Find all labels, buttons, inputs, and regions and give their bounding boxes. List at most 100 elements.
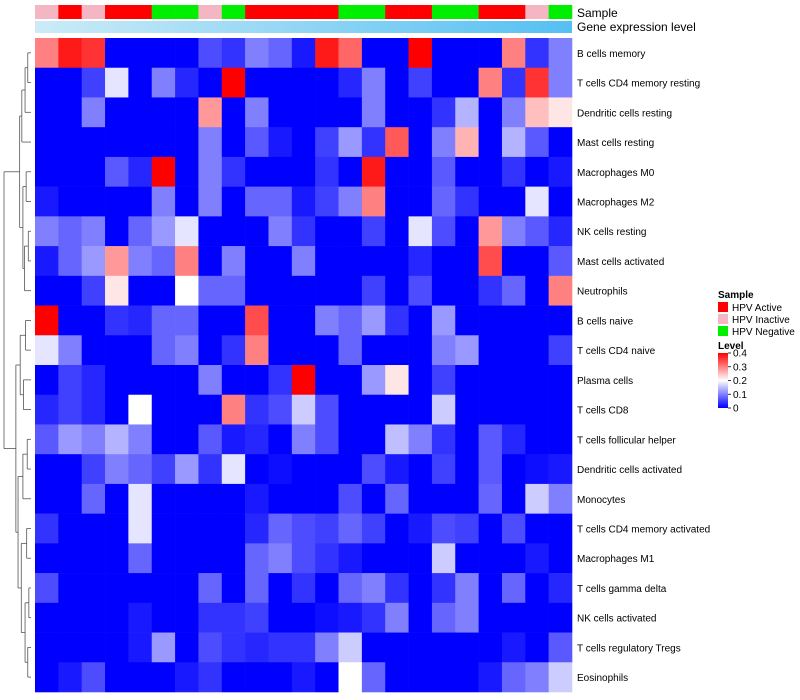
row-label: B cells naive [577,316,634,327]
heatmap-cell [245,38,269,69]
heatmap-cell [81,186,106,217]
heatmap-cell [291,216,316,247]
expression-level-annotation-bar [35,21,572,33]
heatmap-cell [81,365,106,396]
heatmap-cell [478,543,503,574]
heatmap-cell [198,38,223,69]
heatmap-cell [455,246,479,277]
heatmap-cell [81,483,106,514]
heatmap-cell [525,632,549,663]
heatmap-cell [385,127,409,158]
heatmap-cell [268,454,293,485]
heatmap-cell [58,246,82,277]
heatmap-cell [385,483,409,514]
heatmap-cell [81,424,106,455]
heatmap-cell [35,38,59,69]
heatmap-cell [198,246,223,277]
heatmap-cell [408,186,433,217]
heatmap-cell [408,246,433,277]
heatmap-cell [221,67,246,98]
heatmap-cell [548,573,573,604]
row-label: T cells follicular helper [577,435,676,446]
heatmap-cell [431,662,456,693]
heatmap-cell [128,573,153,604]
row-label: Monocytes [577,495,625,506]
legend-level-tick-label: 0.4 [733,349,747,360]
heatmap-cell [408,365,433,396]
heatmap-cell [501,573,526,604]
sample-annot-cell [221,5,246,19]
heatmap-cell [198,543,223,574]
heatmap-cell [501,662,526,693]
heatmap-cell [501,365,526,396]
heatmap-cell [361,335,386,366]
heatmap-cell [431,424,456,455]
heatmap-cell [501,216,526,247]
heatmap-cell [81,156,106,187]
heatmap-cell [525,394,549,425]
sample-annot-cell [128,5,153,19]
heatmap-cell [221,394,246,425]
heatmap-cell [105,275,129,306]
heatmap-cell [548,632,573,663]
heatmap-cell [525,602,549,633]
row-label: T cells CD4 naive [577,346,656,357]
heatmap-cell [105,662,129,693]
heatmap-cell [151,67,176,98]
heatmap-cell [455,483,479,514]
heatmap-cell [245,97,269,128]
heatmap-cell [198,662,223,693]
heatmap-cell [431,573,456,604]
level-annotation-label: Gene expression level [577,20,696,34]
row-label: T cells gamma delta [577,584,667,595]
heatmap-cell [455,513,479,544]
sample-annotation-label: Sample [577,6,618,20]
heatmap-cell [315,305,339,336]
heatmap-cell [221,662,246,693]
heatmap-cell [268,632,293,663]
heatmap-cell [35,275,59,306]
heatmap-cell [501,156,526,187]
heatmap-cell [221,275,246,306]
heatmap-cell [128,394,153,425]
heatmap-cell [151,632,176,663]
heatmap-cell [105,394,129,425]
heatmap-cell [408,632,433,663]
heatmap-cell [245,632,269,663]
heatmap-cell [268,543,293,574]
heatmap-cell [35,305,59,336]
heatmap-cell [81,275,106,306]
heatmap-cell [501,632,526,663]
heatmap-cell [408,335,433,366]
heatmap-cell [315,454,339,485]
heatmap-cell [478,602,503,633]
heatmap-cell [175,454,199,485]
heatmap-cell [268,424,293,455]
heatmap-cell [431,632,456,663]
row-label: Dendritic cells activated [577,465,682,476]
heatmap-cell [455,454,479,485]
heatmap-cell [221,602,246,633]
heatmap-cell [268,186,293,217]
heatmap-cell [175,97,199,128]
heatmap-cell [338,662,363,693]
heatmap-cell [501,67,526,98]
heatmap-cell [361,97,386,128]
heatmap-cell [268,156,293,187]
heatmap-cells [35,38,573,693]
heatmap-cell [245,543,269,574]
sample-annot-cell [525,5,549,19]
heatmap-cell [548,38,573,69]
heatmap-cell [291,365,316,396]
heatmap-cell [338,573,363,604]
heatmap-cell [315,424,339,455]
heatmap-cell [58,305,82,336]
heatmap-cell [151,573,176,604]
heatmap-cell [291,246,316,277]
heatmap-cell [58,632,82,663]
heatmap-cell [338,365,363,396]
heatmap-cell [151,216,176,247]
heatmap-cell [151,186,176,217]
heatmap-cell [478,454,503,485]
